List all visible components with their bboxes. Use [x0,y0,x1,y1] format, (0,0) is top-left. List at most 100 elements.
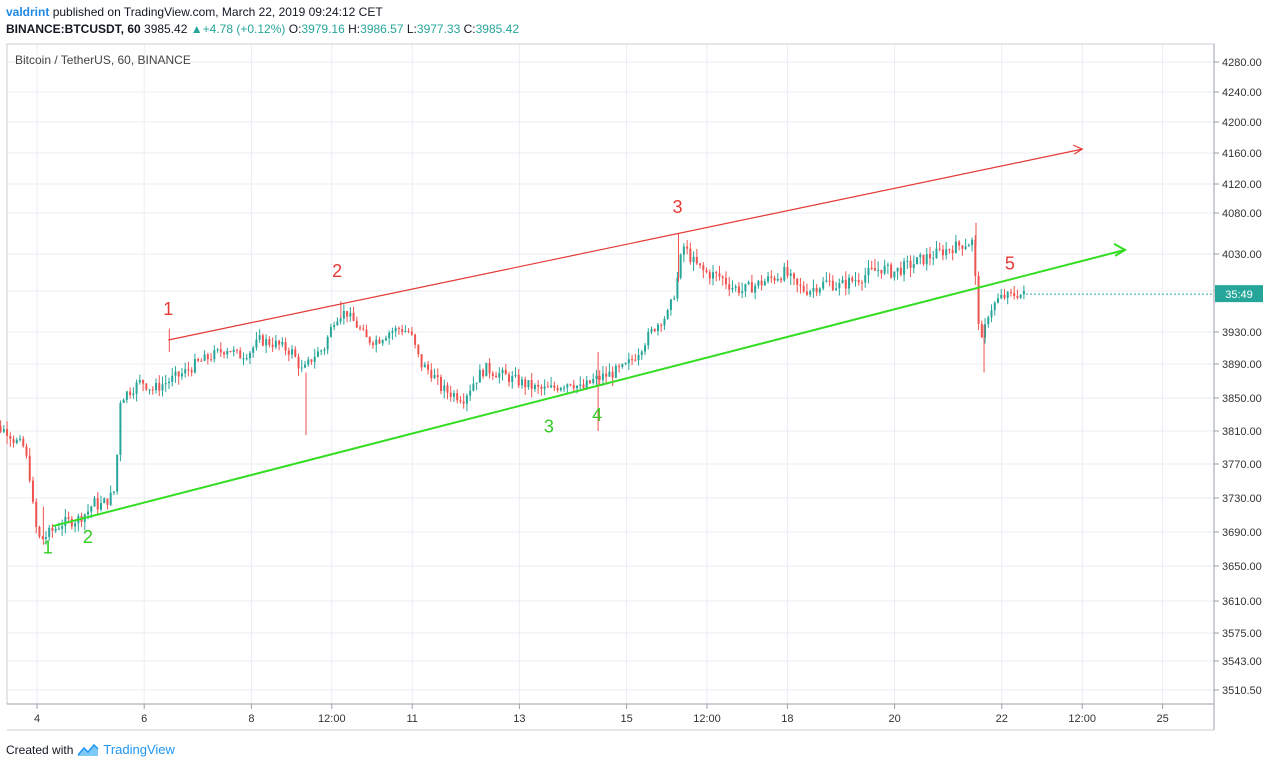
candle-body [614,365,617,378]
candle-body [896,267,899,272]
candle-body [74,523,77,527]
candle-body [54,528,57,531]
candle-body [213,350,216,360]
y-tick-label: 3930.00 [1222,327,1262,339]
candle-body [184,369,187,374]
candle-body [148,389,151,391]
candle-body [239,350,242,359]
candle-body [582,384,585,388]
red-trendline-arrowhead [1072,144,1084,155]
wave-label-red: 1 [163,299,173,319]
candle-body [142,380,145,384]
y-tick-label: 3610.00 [1222,596,1262,608]
candle-body [886,264,889,266]
candle-body [520,379,523,386]
candle-body [291,349,294,355]
candle-body [935,248,938,258]
candle-body [588,380,591,383]
candle-body [112,491,115,493]
candle-body [469,390,472,396]
candle-body [375,339,378,345]
candle-body [135,382,138,394]
candle-body [579,384,582,386]
candle-body [1022,290,1025,295]
candle-body [368,337,371,343]
candle-body [851,277,854,282]
open-value: 3979.16 [301,22,345,36]
candle-body [9,435,12,439]
x-tick-label: 22 [996,713,1008,725]
chart-title: Bitcoin / TetherUS, 60, BINANCE [15,53,191,67]
candle-body [754,285,757,293]
candle-body [271,344,274,347]
tradingview-logo-icon [77,743,99,756]
candle-body [864,275,867,283]
candle-body [809,291,812,295]
candle-body [647,331,650,346]
candle-body [517,374,520,386]
green-trendline-arrowhead [1113,243,1128,257]
candle-body [938,248,941,250]
candle-body [951,250,954,253]
author-link[interactable]: valdrint [6,5,50,19]
x-tick-label: 12:00 [1068,713,1096,725]
candle-body [631,359,634,361]
candle-body [877,269,880,271]
candle-body [1013,292,1016,297]
last-price-badge [1215,285,1263,303]
candle-body [708,272,711,279]
y-tick-label: 3850.00 [1222,393,1262,405]
candle-body [504,369,507,375]
candle-body [70,518,73,527]
wave-label-red: 3 [673,197,683,217]
candle-body [967,245,970,247]
candle-body [961,245,964,249]
candle-body [158,382,161,391]
candle-body [35,501,38,527]
candle-body [501,369,504,374]
symbol-info: BINANCE:BTCUSDT, 60 3985.42 ▲+4.78 (+0.1… [6,22,519,36]
candle-body [669,299,672,311]
candle-body [93,498,96,507]
candle-body [786,266,789,276]
candle-body [993,302,996,311]
x-tick-label: 20 [888,713,900,725]
candle-body [12,438,15,444]
candle-body [197,359,200,361]
up-triangle-icon: ▲ [190,22,203,36]
candle-body [99,503,102,510]
candle-body [129,391,132,396]
candle-body [912,264,915,268]
tradingview-link[interactable]: TradingView [103,742,175,757]
candle-body [566,384,569,388]
candle-body [87,511,90,515]
candle-body [673,298,676,300]
candle-body [634,359,637,361]
candle-body [854,280,857,282]
candle-body [252,347,255,353]
price-axis[interactable]: 4280.00 4240.00 4200.00 4160.00 4120.00 4080.… [1214,57,1262,697]
candle-body [550,385,553,388]
candle-body [336,321,339,326]
candle-body [744,284,747,292]
candle-body [242,358,245,360]
candle-body [232,349,235,352]
candle-body [391,331,394,333]
candle-body [423,364,426,368]
x-tick-label: 11 [406,713,417,725]
candle-body [848,277,851,289]
candle-body [890,264,893,278]
candle-body [750,282,753,293]
candle-body [621,364,624,367]
candle-body [200,360,203,362]
candle-body [546,386,549,388]
candle-body [0,425,2,432]
last-price-marker: 35:49 [1025,285,1263,303]
price-change: +4.78 (+0.12%) [202,22,286,36]
candle-body [449,392,452,397]
candle-body [572,384,575,389]
candle-body [776,278,779,281]
time-axis[interactable]: 4 6 8 12:00 11 13 15 12:00 18 20 22 12:00 25 [34,704,1169,725]
green-trendline [52,248,1126,528]
